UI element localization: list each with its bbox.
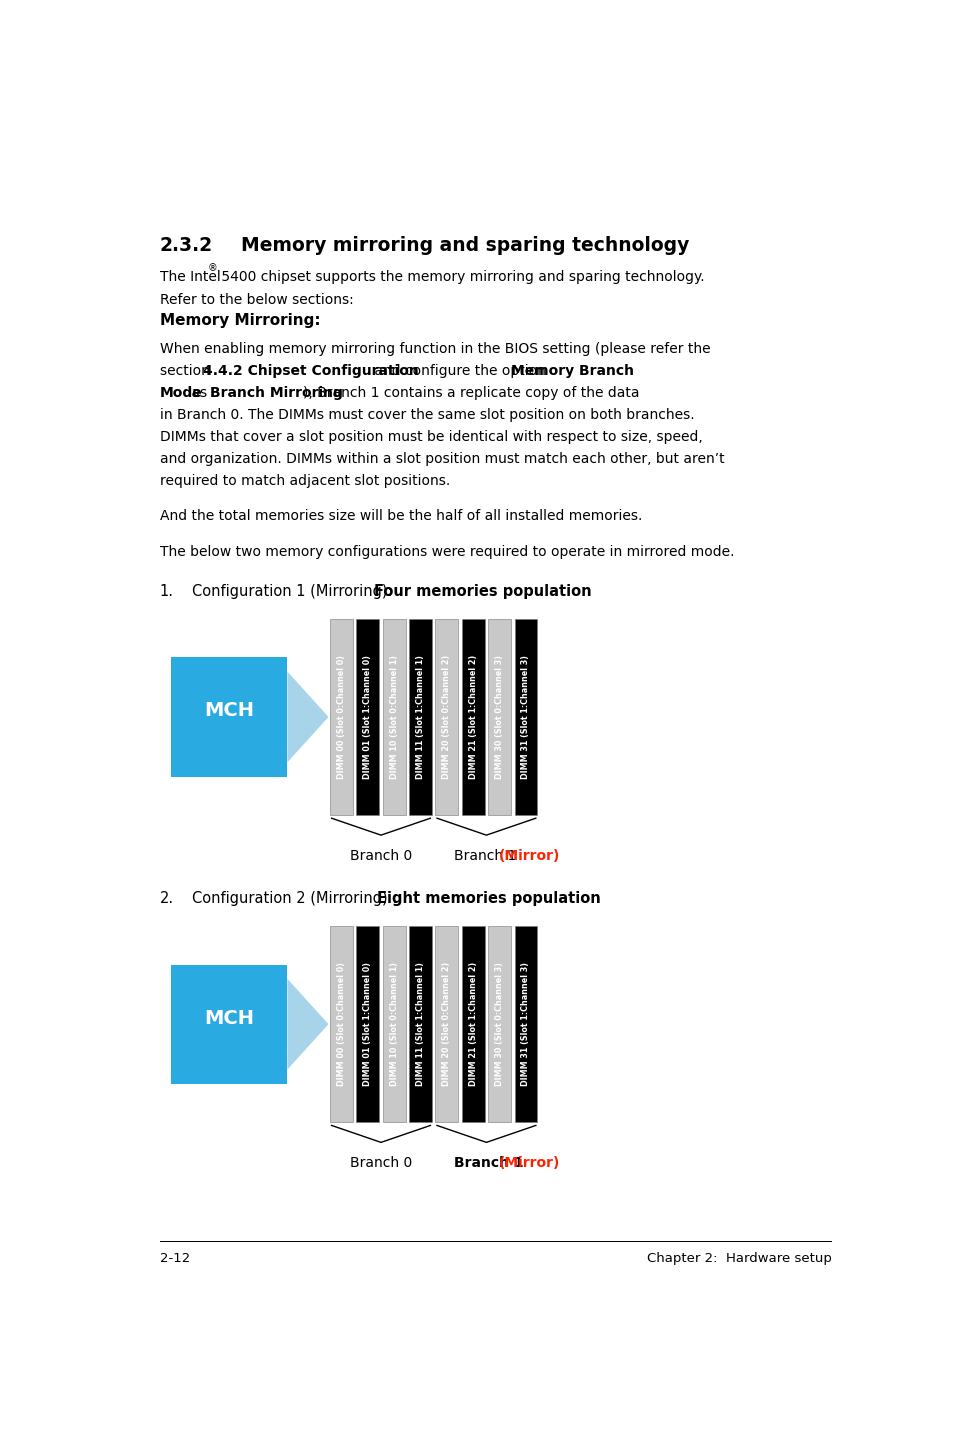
Bar bbox=[461, 618, 484, 815]
Bar bbox=[435, 618, 457, 815]
Text: Branch 1: Branch 1 bbox=[454, 848, 520, 863]
Polygon shape bbox=[287, 672, 328, 762]
Bar bbox=[488, 618, 511, 815]
Text: DIMM 11 (Slot 1:Channel 1): DIMM 11 (Slot 1:Channel 1) bbox=[416, 654, 425, 779]
Text: Refer to the below sections:: Refer to the below sections: bbox=[159, 293, 353, 306]
Bar bbox=[461, 926, 484, 1122]
Text: DIMM 10 (Slot 0:Channel 1): DIMM 10 (Slot 0:Channel 1) bbox=[389, 962, 398, 1086]
Text: 2-12: 2-12 bbox=[159, 1252, 190, 1265]
Text: Configuration 2 (Mirroring) :: Configuration 2 (Mirroring) : bbox=[192, 892, 401, 906]
Text: DIMM 11 (Slot 1:Channel 1): DIMM 11 (Slot 1:Channel 1) bbox=[416, 962, 425, 1086]
Bar bbox=[382, 926, 405, 1122]
Text: MCH: MCH bbox=[204, 702, 254, 720]
Text: DIMM 20 (Slot 0:Channel 2): DIMM 20 (Slot 0:Channel 2) bbox=[442, 962, 451, 1086]
Text: Four memories population: Four memories population bbox=[374, 584, 591, 600]
Text: DIMM 30 (Slot 0:Channel 3): DIMM 30 (Slot 0:Channel 3) bbox=[495, 962, 503, 1086]
Text: (Mirror): (Mirror) bbox=[498, 1156, 559, 1171]
Text: Memory Branch: Memory Branch bbox=[510, 364, 633, 378]
Text: Memory Mirroring:: Memory Mirroring: bbox=[159, 313, 320, 328]
Text: DIMM 01 (Slot 1:Channel 0): DIMM 01 (Slot 1:Channel 0) bbox=[363, 654, 372, 779]
Text: Branch 0: Branch 0 bbox=[350, 1156, 412, 1171]
Text: as: as bbox=[187, 385, 211, 400]
Text: Eight memories population: Eight memories population bbox=[376, 892, 599, 906]
Bar bbox=[409, 926, 432, 1122]
Text: When enabling memory mirroring function in the BIOS setting (please refer the: When enabling memory mirroring function … bbox=[159, 342, 709, 357]
Text: DIMM 20 (Slot 0:Channel 2): DIMM 20 (Slot 0:Channel 2) bbox=[442, 654, 451, 779]
Text: 4.4.2 Chipset Configuration: 4.4.2 Chipset Configuration bbox=[203, 364, 418, 378]
Text: Configuration 1 (Mirroring):: Configuration 1 (Mirroring): bbox=[192, 584, 396, 600]
Bar bbox=[488, 926, 511, 1122]
Text: 1.: 1. bbox=[159, 584, 173, 600]
Text: The below two memory configurations were required to operate in mirrored mode.: The below two memory configurations were… bbox=[159, 545, 733, 559]
Text: ®: ® bbox=[208, 263, 217, 273]
Text: DIMM 01 (Slot 1:Channel 0): DIMM 01 (Slot 1:Channel 0) bbox=[363, 962, 372, 1086]
Bar bbox=[409, 618, 432, 815]
Bar bbox=[514, 618, 537, 815]
Text: Mode: Mode bbox=[159, 385, 202, 400]
Polygon shape bbox=[287, 979, 328, 1070]
Bar bbox=[514, 926, 537, 1122]
Bar bbox=[171, 657, 287, 777]
Text: DIMM 30 (Slot 0:Channel 3): DIMM 30 (Slot 0:Channel 3) bbox=[495, 654, 503, 779]
Text: Memory mirroring and sparing technology: Memory mirroring and sparing technology bbox=[241, 236, 689, 256]
Text: DIMMs that cover a slot position must be identical with respect to size, speed,: DIMMs that cover a slot position must be… bbox=[159, 430, 701, 444]
Text: Chapter 2:  Hardware setup: Chapter 2: Hardware setup bbox=[646, 1252, 831, 1265]
Bar bbox=[330, 618, 353, 815]
Text: and organization. DIMMs within a slot position must match each other, but aren’t: and organization. DIMMs within a slot po… bbox=[159, 452, 723, 466]
Text: 2.: 2. bbox=[159, 892, 173, 906]
Text: section: section bbox=[159, 364, 213, 378]
Bar bbox=[435, 926, 457, 1122]
Text: 5400 chipset supports the memory mirroring and sparing technology.: 5400 chipset supports the memory mirrori… bbox=[216, 269, 703, 283]
Text: in Branch 0. The DIMMs must cover the same slot position on both branches.: in Branch 0. The DIMMs must cover the sa… bbox=[159, 408, 694, 421]
Text: DIMM 21 (Slot 1:Channel 2): DIMM 21 (Slot 1:Channel 2) bbox=[468, 654, 477, 779]
Text: (Mirror): (Mirror) bbox=[498, 848, 559, 863]
Text: and configure the option: and configure the option bbox=[369, 364, 549, 378]
Text: DIMM 00 (Slot 0:Channel 0): DIMM 00 (Slot 0:Channel 0) bbox=[336, 654, 346, 779]
Text: DIMM 10 (Slot 0:Channel 1): DIMM 10 (Slot 0:Channel 1) bbox=[389, 654, 398, 779]
Bar bbox=[382, 618, 405, 815]
Bar bbox=[330, 926, 353, 1122]
Bar bbox=[356, 926, 379, 1122]
Text: Branch 1: Branch 1 bbox=[454, 1156, 528, 1171]
Bar bbox=[171, 965, 287, 1084]
Bar bbox=[356, 618, 379, 815]
Text: Branch Mirroring: Branch Mirroring bbox=[210, 385, 342, 400]
Text: MCH: MCH bbox=[204, 1008, 254, 1028]
Text: DIMM 21 (Slot 1:Channel 2): DIMM 21 (Slot 1:Channel 2) bbox=[468, 962, 477, 1086]
Text: Branch 0: Branch 0 bbox=[350, 848, 412, 863]
Text: 2.3.2: 2.3.2 bbox=[159, 236, 213, 256]
Text: DIMM 00 (Slot 0:Channel 0): DIMM 00 (Slot 0:Channel 0) bbox=[336, 962, 346, 1086]
Text: ), Branch 1 contains a replicate copy of the data: ), Branch 1 contains a replicate copy of… bbox=[303, 385, 639, 400]
Text: DIMM 31 (Slot 1:Channel 3): DIMM 31 (Slot 1:Channel 3) bbox=[521, 962, 530, 1086]
Text: required to match adjacent slot positions.: required to match adjacent slot position… bbox=[159, 473, 449, 487]
Text: DIMM 31 (Slot 1:Channel 3): DIMM 31 (Slot 1:Channel 3) bbox=[521, 654, 530, 779]
Text: And the total memories size will be the half of all installed memories.: And the total memories size will be the … bbox=[159, 509, 641, 523]
Text: The Intel: The Intel bbox=[159, 269, 220, 283]
